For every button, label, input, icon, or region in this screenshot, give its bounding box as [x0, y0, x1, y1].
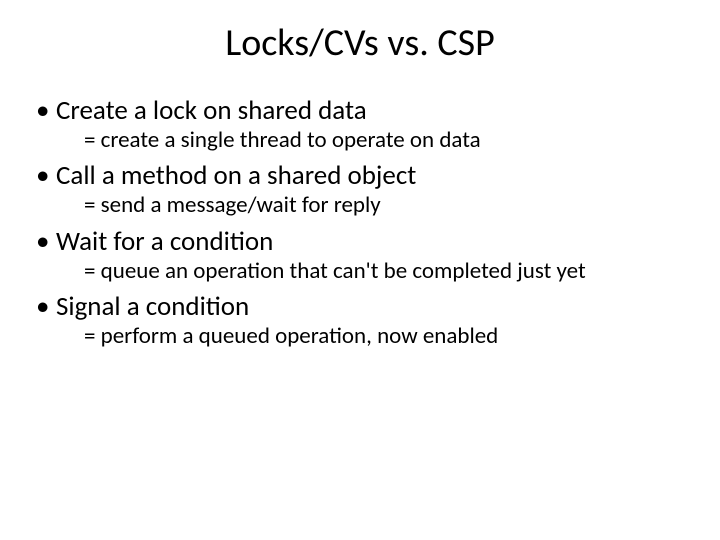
sub-text: = create a single thread to operate on d…: [84, 127, 684, 153]
list-item: • Wait for a condition = queue an operat…: [36, 225, 684, 284]
bullet-list: • Create a lock on shared data = create …: [36, 94, 684, 350]
slide: Locks/CVs vs. CSP • Create a lock on sha…: [0, 0, 720, 540]
bullet-icon: •: [36, 290, 56, 323]
sub-text: = queue an operation that can't be compl…: [84, 258, 684, 284]
bullet-row: • Wait for a condition: [36, 225, 684, 258]
sub-text: = perform a queued operation, now enable…: [84, 323, 684, 349]
bullet-row: • Create a lock on shared data: [36, 94, 684, 127]
bullet-text: Signal a condition: [56, 290, 249, 323]
bullet-row: • Call a method on a shared object: [36, 159, 684, 192]
bullet-text: Create a lock on shared data: [56, 94, 367, 127]
list-item: • Call a method on a shared object = sen…: [36, 159, 684, 218]
bullet-row: • Signal a condition: [36, 290, 684, 323]
list-item: • Signal a condition = perform a queued …: [36, 290, 684, 349]
sub-text: = send a message/wait for reply: [84, 192, 684, 218]
bullet-text: Wait for a condition: [56, 225, 273, 258]
bullet-icon: •: [36, 159, 56, 192]
bullet-icon: •: [36, 94, 56, 127]
bullet-text: Call a method on a shared object: [56, 159, 416, 192]
slide-title: Locks/CVs vs. CSP: [36, 20, 684, 66]
bullet-icon: •: [36, 225, 56, 258]
list-item: • Create a lock on shared data = create …: [36, 94, 684, 153]
